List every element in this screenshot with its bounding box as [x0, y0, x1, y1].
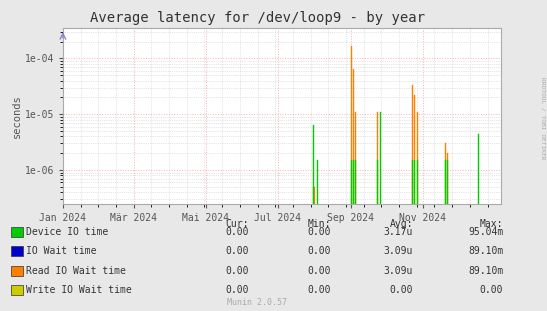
- Text: Read IO Wait time: Read IO Wait time: [26, 266, 126, 276]
- Text: 3.09u: 3.09u: [383, 246, 413, 256]
- Text: 0.00: 0.00: [307, 266, 331, 276]
- Text: 3.09u: 3.09u: [383, 266, 413, 276]
- Text: Cur:: Cur:: [225, 219, 249, 229]
- Text: 0.00: 0.00: [225, 246, 249, 256]
- Text: 0.00: 0.00: [389, 285, 413, 295]
- Text: 0.00: 0.00: [307, 246, 331, 256]
- Text: 0.00: 0.00: [225, 285, 249, 295]
- Text: 0.00: 0.00: [480, 285, 503, 295]
- Text: Write IO Wait time: Write IO Wait time: [26, 285, 132, 295]
- Text: 95.04m: 95.04m: [468, 227, 503, 237]
- Text: Munin 2.0.57: Munin 2.0.57: [227, 298, 287, 307]
- Text: Min:: Min:: [307, 219, 331, 229]
- Text: 89.10m: 89.10m: [468, 266, 503, 276]
- Text: Avg:: Avg:: [389, 219, 413, 229]
- Text: Average latency for /dev/loop9 - by year: Average latency for /dev/loop9 - by year: [90, 11, 424, 25]
- Text: 0.00: 0.00: [307, 227, 331, 237]
- Text: Device IO time: Device IO time: [26, 227, 108, 237]
- Text: 3.17u: 3.17u: [383, 227, 413, 237]
- Text: Max:: Max:: [480, 219, 503, 229]
- Y-axis label: seconds: seconds: [11, 94, 22, 138]
- Text: 89.10m: 89.10m: [468, 246, 503, 256]
- Text: 0.00: 0.00: [307, 285, 331, 295]
- Text: RRDTOOL / TOBI OETIKER: RRDTOOL / TOBI OETIKER: [541, 77, 546, 160]
- Text: IO Wait time: IO Wait time: [26, 246, 97, 256]
- Text: 0.00: 0.00: [225, 266, 249, 276]
- Text: 0.00: 0.00: [225, 227, 249, 237]
